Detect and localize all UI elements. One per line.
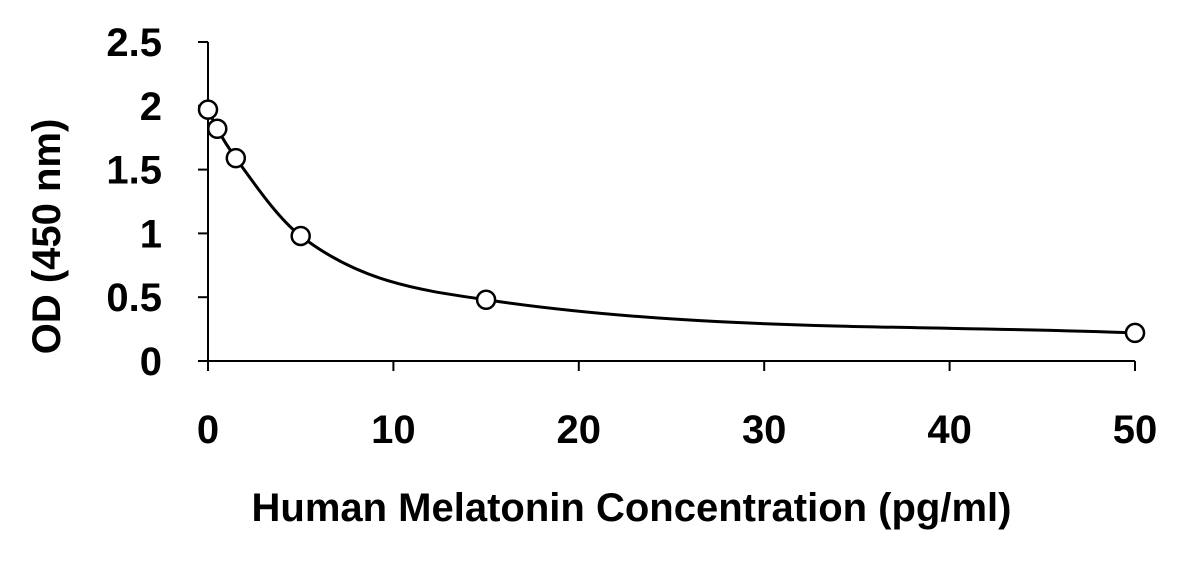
x-tick-label: 20 (557, 408, 602, 452)
y-tick-label: 2.5 (106, 21, 162, 65)
y-axis-title: OD (450 nm) (25, 119, 69, 355)
y-ticks: 0 0.5 1 1.5 2 2.5 (106, 21, 208, 384)
data-point (475, 289, 497, 311)
fit-curve (206, 108, 1136, 335)
x-tick-label: 30 (742, 408, 787, 452)
y-tick-label: 2 (140, 85, 162, 129)
y-tick-label: 0.5 (106, 276, 162, 320)
x-axis-title: Human Melatonin Concentration (pg/ml) (252, 486, 1012, 530)
x-tick-label: 40 (927, 408, 972, 452)
data-point (197, 99, 219, 120)
x-ticks: 0 10 20 30 40 50 (197, 361, 1157, 452)
data-point (1124, 322, 1146, 344)
x-tick-label: 50 (1113, 408, 1158, 452)
data-point (290, 225, 311, 247)
axes (207, 42, 1135, 362)
data-point (225, 147, 247, 169)
y-tick-label: 1 (140, 212, 162, 256)
y-tick-label: 0 (140, 340, 162, 384)
y-tick-label: 1.5 (106, 149, 162, 193)
data-point (207, 118, 228, 140)
x-tick-label: 10 (371, 408, 416, 452)
plot-area (197, 99, 1146, 344)
x-tick-label: 0 (197, 408, 219, 452)
